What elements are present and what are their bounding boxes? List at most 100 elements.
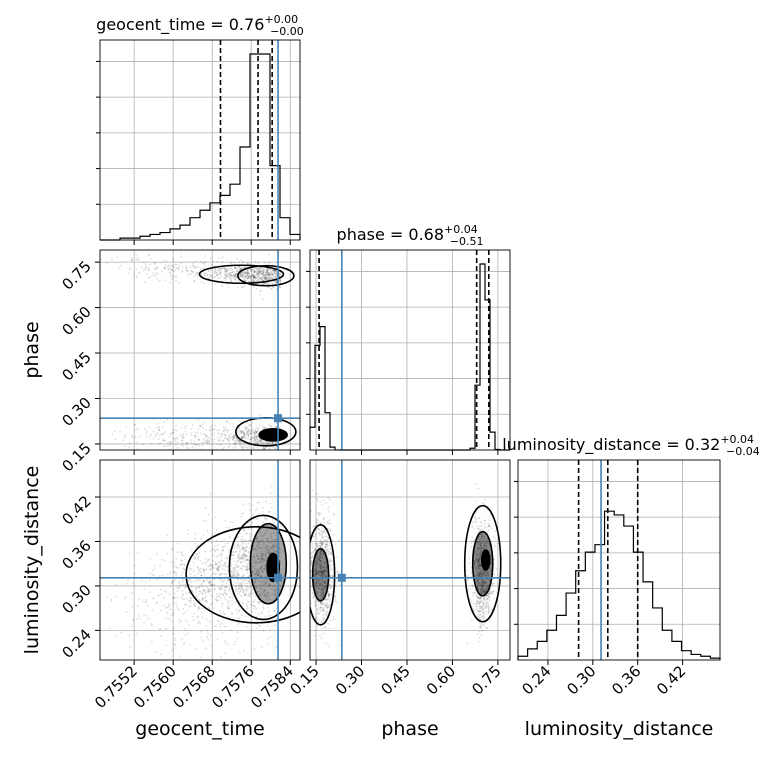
diag-panel-luminosity_distance: luminosity_distance = 0.32+0.04 −0.04 xyxy=(502,433,760,661)
sample-point xyxy=(255,578,258,581)
sample-point xyxy=(264,274,267,277)
sample-point xyxy=(241,581,244,584)
sample-point xyxy=(324,612,327,615)
sample-point xyxy=(239,545,241,547)
sample-point xyxy=(327,598,330,601)
sample-point xyxy=(480,573,483,576)
sample-point xyxy=(227,603,229,606)
sample-point xyxy=(148,435,151,437)
sample-point xyxy=(270,546,273,549)
sample-point xyxy=(180,271,183,273)
sample-point xyxy=(242,277,245,280)
sample-point xyxy=(215,548,218,551)
sample-point xyxy=(264,534,267,536)
sample-point xyxy=(475,552,478,555)
sample-point xyxy=(310,564,313,566)
sample-point xyxy=(248,601,250,603)
sample-point xyxy=(260,554,263,556)
sample-point xyxy=(244,285,247,288)
sample-point xyxy=(473,560,476,562)
sample-point xyxy=(128,446,131,449)
sample-point xyxy=(239,550,241,553)
sample-point xyxy=(477,582,480,585)
sample-point xyxy=(219,437,222,440)
sample-point xyxy=(324,604,327,606)
sample-point xyxy=(204,254,207,257)
sample-point xyxy=(491,592,494,595)
sample-point xyxy=(154,435,157,438)
sample-point xyxy=(266,271,269,273)
sample-point xyxy=(475,555,478,557)
sample-point xyxy=(210,589,213,591)
sample-point xyxy=(267,544,270,547)
sample-point xyxy=(265,598,268,601)
sample-point xyxy=(178,265,181,267)
sample-point xyxy=(172,596,175,599)
sample-point xyxy=(320,560,323,563)
sample-point xyxy=(211,584,213,587)
sample-point xyxy=(244,549,247,552)
sample-point xyxy=(255,279,258,282)
sample-point xyxy=(170,433,172,435)
sample-point xyxy=(226,268,228,271)
sample-point xyxy=(327,510,330,513)
sample-point xyxy=(267,273,269,276)
sample-point xyxy=(321,570,324,573)
sample-point xyxy=(248,539,251,541)
sample-point xyxy=(258,602,260,605)
sample-point xyxy=(272,540,275,543)
sample-point xyxy=(250,270,253,273)
sample-point xyxy=(125,596,128,598)
sample-point xyxy=(215,624,218,627)
sample-point xyxy=(197,438,200,441)
sample-point xyxy=(195,435,198,438)
sample-point xyxy=(199,590,202,593)
sample-point xyxy=(316,493,318,496)
sample-point xyxy=(269,269,272,272)
sample-point xyxy=(244,554,247,556)
sample-point xyxy=(167,268,170,270)
sample-point xyxy=(265,517,268,520)
sample-point xyxy=(240,583,243,586)
sample-point xyxy=(244,549,246,551)
sample-point xyxy=(324,545,327,548)
sample-point xyxy=(246,275,249,278)
sample-point xyxy=(231,422,234,425)
sample-point xyxy=(275,272,278,275)
sample-point xyxy=(262,270,265,273)
sample-point xyxy=(273,512,276,515)
sample-point xyxy=(323,562,325,565)
sample-point xyxy=(187,564,190,567)
sample-point xyxy=(320,565,323,567)
sample-point xyxy=(231,593,233,596)
sample-point xyxy=(329,528,332,530)
sample-point xyxy=(263,282,266,285)
sample-point xyxy=(256,568,259,571)
sample-point xyxy=(477,559,480,561)
sample-point xyxy=(200,273,203,276)
sample-point xyxy=(317,574,320,577)
sample-point xyxy=(196,544,199,547)
sample-point xyxy=(271,268,274,271)
sample-point xyxy=(256,274,259,277)
sample-point xyxy=(266,624,269,627)
sample-point xyxy=(264,565,267,568)
sample-point xyxy=(224,652,227,655)
sample-point xyxy=(474,559,477,562)
sample-point xyxy=(479,565,482,567)
sample-point xyxy=(234,275,237,278)
sample-point xyxy=(477,552,480,555)
sample-point xyxy=(207,591,210,594)
sample-point xyxy=(267,271,270,274)
sample-point xyxy=(248,430,251,433)
sample-point xyxy=(316,512,319,514)
sample-point xyxy=(201,592,204,595)
sample-point xyxy=(166,573,169,576)
sample-point xyxy=(482,604,485,607)
sample-point xyxy=(155,651,158,653)
sample-point xyxy=(321,559,324,562)
sample-point xyxy=(323,561,326,564)
sample-point xyxy=(211,443,214,446)
sample-point xyxy=(214,625,217,628)
sample-point xyxy=(259,549,262,552)
